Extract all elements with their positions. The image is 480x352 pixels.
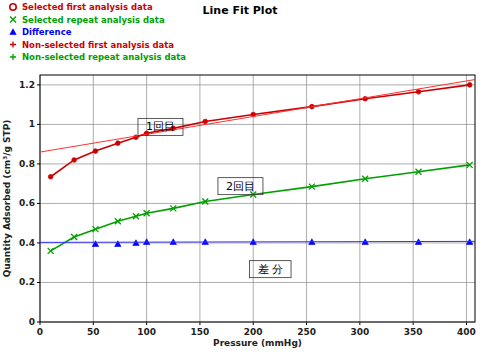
- grid-line: [40, 282, 475, 283]
- tick-label: 400: [457, 327, 476, 337]
- data-point: [48, 248, 54, 254]
- legend-label: Non-selected repeat analysis data: [22, 52, 186, 62]
- x-axis-label: Pressure (mmHg): [213, 338, 302, 348]
- grid-line: [40, 124, 475, 125]
- tick-label: 0.2: [19, 277, 35, 287]
- tick-label: 350: [404, 327, 423, 337]
- data-point: [309, 184, 315, 190]
- annotation: 2回目: [226, 180, 255, 193]
- data-point: [116, 141, 121, 146]
- data-point: [115, 218, 121, 224]
- data-point: [133, 213, 139, 219]
- legend-marker: [10, 54, 16, 60]
- legend-label: Difference: [22, 27, 72, 37]
- title: Line Fit Plot: [203, 4, 278, 17]
- legend-label: Selected repeat analysis data: [22, 15, 165, 25]
- data-point: [144, 210, 150, 216]
- data-point: [203, 119, 208, 124]
- tick-label: 150: [191, 327, 210, 337]
- data-point: [202, 198, 208, 204]
- data-point: [72, 158, 77, 163]
- y-axis-label: Quantity Adsorbed (cm³/g STP): [2, 120, 12, 278]
- fit-line: [40, 241, 475, 243]
- annotation: 1回目: [146, 120, 175, 133]
- data-point: [71, 234, 77, 240]
- data-point: [115, 241, 121, 247]
- grid-line: [40, 84, 475, 85]
- data-point: [415, 169, 421, 175]
- plot-area: [40, 80, 475, 254]
- grid-line: [466, 75, 467, 322]
- data-point: [467, 83, 472, 88]
- legend-label: Selected first analysis data: [22, 2, 153, 12]
- background: [0, 0, 480, 352]
- data-point: [467, 162, 473, 168]
- legend-label: Non-selected first analysis data: [22, 40, 174, 50]
- grid-line: [40, 203, 475, 204]
- tick-label: 0: [29, 317, 35, 327]
- series-line: [51, 85, 470, 177]
- tick-label: 1.2: [19, 80, 35, 90]
- data-point: [92, 226, 98, 232]
- annotation-box: [138, 118, 183, 135]
- data-point: [48, 174, 53, 179]
- grid-line: [40, 163, 475, 164]
- fit-line: [40, 80, 475, 153]
- legend: Selected first analysis data Selected rep…: [10, 2, 187, 62]
- data-point: [170, 205, 176, 211]
- tick-label: 100: [137, 327, 156, 337]
- chart: 0 50 100 150 200 250 300 350 400 0 0.2 0.4 0.6 0.8 1 1.…: [0, 0, 480, 352]
- legend-marker: [10, 4, 16, 10]
- grid-line: [146, 75, 147, 322]
- plot-frame: [40, 75, 475, 322]
- legend-marker: [10, 42, 16, 48]
- grid-line: [359, 75, 360, 322]
- grid-line: [93, 75, 94, 322]
- data-point: [93, 149, 98, 154]
- annotation-box: [250, 261, 292, 278]
- annotation-box: [218, 178, 263, 195]
- tick-label: 300: [350, 327, 369, 337]
- tick-label: 50: [87, 327, 100, 337]
- data-point: [362, 176, 368, 182]
- grid-line: [413, 75, 414, 322]
- grid-line: [199, 75, 200, 322]
- tick-label: 0.6: [19, 198, 35, 208]
- data-point: [92, 241, 98, 247]
- series-line: [51, 165, 470, 251]
- legend-marker: [10, 17, 16, 23]
- annotation: 差 分: [258, 263, 284, 276]
- tick-label: 0: [37, 327, 43, 337]
- data-point: [416, 89, 421, 94]
- tick-label: 0.4: [19, 238, 35, 248]
- legend-marker: [10, 29, 16, 35]
- tick-label: 250: [297, 327, 316, 337]
- tick-label: 0.8: [19, 159, 35, 169]
- tick-label: 200: [244, 327, 263, 337]
- grid-line: [306, 75, 307, 322]
- tick-label: 1: [29, 119, 35, 129]
